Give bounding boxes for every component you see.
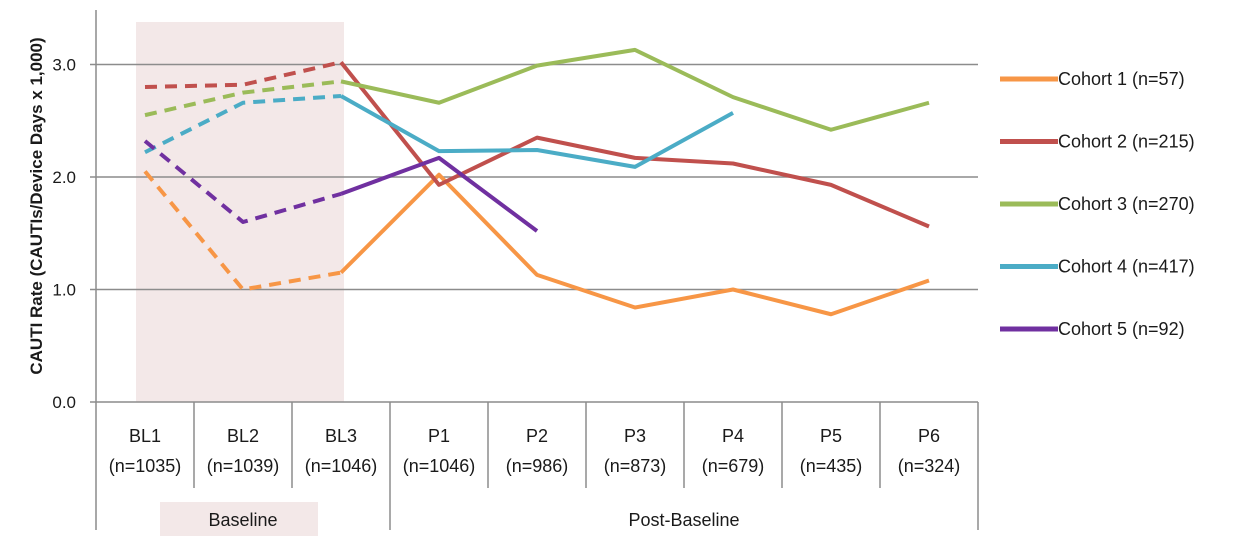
series-4-baseline-line — [144, 94, 342, 155]
x-tick-label: P4 — [722, 426, 744, 446]
x-tick-count-label: (n=1035) — [109, 456, 182, 476]
y-tick-label: 1.0 — [52, 281, 76, 300]
legend-label: Cohort 1 (n=57) — [1058, 69, 1185, 89]
x-tick-count-label: (n=1039) — [207, 456, 280, 476]
legend-label: Cohort 4 (n=417) — [1058, 257, 1195, 277]
y-axis-title: CAUTI Rate (CAUTIs/Device Days x 1,000) — [27, 37, 46, 374]
y-tick-label: 2.0 — [52, 168, 76, 187]
y-tick-label: 0.0 — [52, 393, 76, 412]
x-tick-label: P1 — [428, 426, 450, 446]
series-2-baseline-line — [144, 60, 342, 89]
x-tick-label: BL3 — [325, 426, 357, 446]
x-tick-count-label: (n=1046) — [403, 456, 476, 476]
x-tick-label: P2 — [526, 426, 548, 446]
legend-label: Cohort 3 (n=270) — [1058, 194, 1195, 214]
series-lines — [143, 47, 930, 317]
y-tick-label: 3.0 — [52, 56, 76, 75]
group-label: Post-Baseline — [628, 510, 739, 530]
x-tick-count-label: (n=1046) — [305, 456, 378, 476]
x-tick-count-label: (n=679) — [702, 456, 765, 476]
legend-label: Cohort 5 (n=92) — [1058, 319, 1185, 339]
baseline-shaded-region — [136, 22, 344, 402]
series-1-post-line — [339, 172, 930, 317]
x-tick-count-label: (n=873) — [604, 456, 667, 476]
x-tick-count-label: (n=986) — [506, 456, 569, 476]
group-label: Baseline — [208, 510, 277, 530]
series-5-baseline-line — [143, 139, 342, 224]
x-tick-label: P3 — [624, 426, 646, 446]
series-5-post-line — [340, 155, 539, 233]
x-tick-count-label: (n=324) — [898, 456, 961, 476]
x-tick-label: BL1 — [129, 426, 161, 446]
x-tick-label: P6 — [918, 426, 940, 446]
x-tick-label: BL2 — [227, 426, 259, 446]
axes — [90, 10, 979, 530]
legend-label: Cohort 2 (n=215) — [1058, 132, 1195, 152]
axis-labels: 0.0 1.0 2.0 3.0 CAUTI Rate (CAUTIs/Device Da… — [27, 37, 960, 530]
series-4-post-line — [340, 94, 734, 169]
legend: Cohort 1 (n=57) Cohort 2 (n=215) Cohort 3 … — [1000, 69, 1195, 339]
series-1-baseline-line — [143, 170, 342, 292]
series-3-post-line — [340, 47, 930, 132]
x-tick-count-label: (n=435) — [800, 456, 863, 476]
x-tick-label: P5 — [820, 426, 842, 446]
series-2-post-line — [339, 61, 930, 229]
series-3-baseline-line — [144, 79, 342, 118]
baseline-label-shading — [160, 502, 318, 536]
